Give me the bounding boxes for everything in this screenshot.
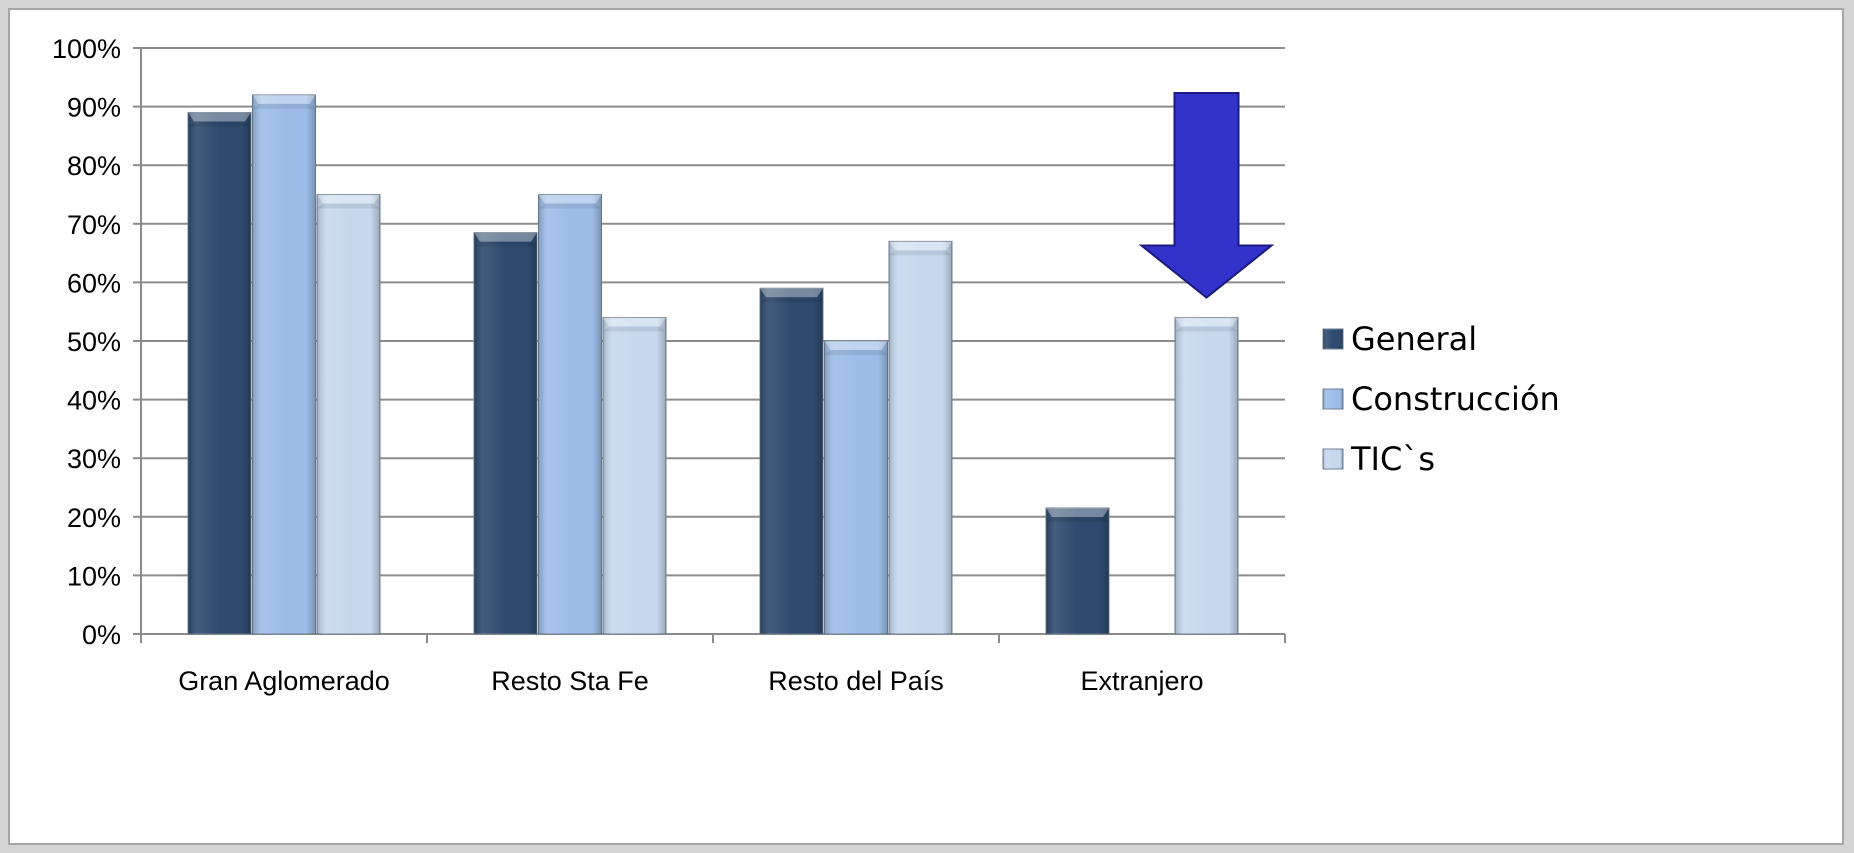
annotations	[1138, 92, 1275, 299]
bar	[759, 287, 824, 635]
bar	[824, 340, 888, 635]
down-arrow-annotation	[1138, 92, 1275, 299]
bar	[1045, 507, 1110, 635]
legend-item: TIC`s	[1322, 440, 1435, 478]
bar	[473, 232, 538, 635]
bar-chart: 0% 10% 20% 30% 40% 50% 60% 70% 80% 90% 100% Gran Ag…	[52, 34, 1560, 696]
y-tick-label: 60%	[67, 268, 121, 298]
x-tick-label: Resto del País	[768, 666, 944, 696]
legend-label: TIC`s	[1350, 440, 1435, 478]
bar	[1174, 317, 1239, 635]
bar	[888, 240, 953, 635]
x-tick-label: Gran Aglomerado	[178, 666, 390, 696]
y-tick-label: 100%	[52, 34, 121, 64]
bar	[602, 317, 667, 635]
bar	[187, 111, 252, 635]
x-tick-label: Extranjero	[1080, 666, 1203, 696]
bars	[187, 94, 1239, 635]
y-tick-label: 40%	[67, 386, 121, 416]
y-tick-label: 20%	[67, 503, 121, 533]
legend-label: General	[1351, 320, 1477, 358]
y-tick-label: 80%	[67, 151, 121, 181]
y-tick-label: 90%	[67, 93, 121, 123]
y-tick-label: 30%	[67, 444, 121, 474]
bar	[538, 194, 602, 635]
legend-label: Construcción	[1351, 380, 1560, 418]
legend: General Construcción TIC`s	[1322, 320, 1560, 478]
y-tick-label: 50%	[67, 327, 121, 357]
y-tick-label: 10%	[67, 561, 121, 591]
bar	[316, 194, 381, 635]
y-tick-label: 70%	[67, 210, 121, 240]
chart-frame: 0% 10% 20% 30% 40% 50% 60% 70% 80% 90% 100% Gran Ag…	[8, 8, 1844, 845]
x-tick-label: Resto Sta Fe	[491, 666, 649, 696]
legend-item: General	[1322, 320, 1477, 358]
bar	[252, 94, 316, 635]
legend-item: Construcción	[1322, 380, 1560, 418]
y-tick-label: 0%	[82, 620, 121, 650]
